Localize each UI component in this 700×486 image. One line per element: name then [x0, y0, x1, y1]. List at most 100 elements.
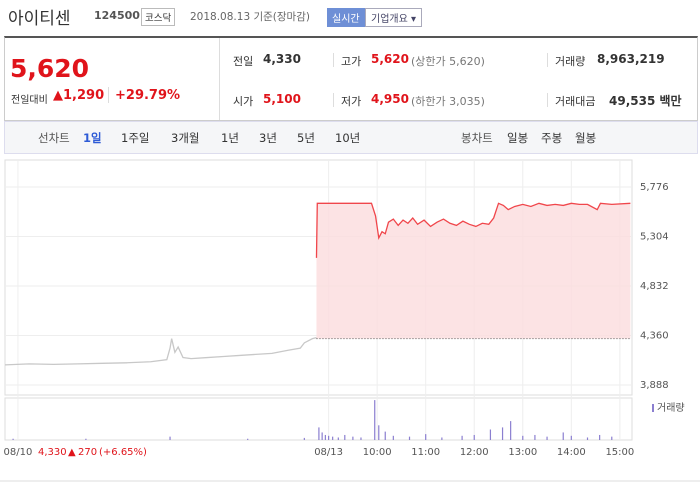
volume-bar — [303, 437, 305, 440]
volume-bar — [352, 436, 354, 440]
divider — [333, 93, 334, 107]
volume-legend: 거래량 — [657, 402, 685, 414]
volume-bar — [318, 427, 320, 440]
price-line — [4, 336, 317, 366]
tab[interactable]: 월봉 — [575, 131, 597, 145]
x-tick-label: 10:00 — [363, 447, 392, 458]
divider — [547, 93, 548, 107]
x-tick-label: 13:00 — [508, 447, 537, 458]
volume-bar — [328, 435, 330, 440]
volume-bar — [473, 434, 475, 440]
volume-bar — [441, 437, 443, 440]
date: 2018.08.13 기준(장마감) — [190, 11, 310, 23]
prev-change: ▲ — [68, 447, 76, 458]
cell-label: 거래대금 — [555, 95, 596, 108]
divider — [547, 53, 548, 67]
volume-bar — [392, 435, 394, 440]
divider — [333, 53, 334, 67]
x-tick-label: 12:00 — [460, 447, 489, 458]
volume-bar — [337, 437, 339, 440]
volume-bar — [344, 434, 346, 440]
price-line — [315, 202, 631, 258]
tab[interactable]: 일봉 — [507, 131, 529, 145]
volume-bar — [332, 436, 334, 440]
y-tick-label: 4,832 — [640, 281, 669, 292]
market-badge: 코스닥 — [141, 8, 176, 26]
volume-bar — [169, 436, 171, 440]
cell-value: 49,535 백만 — [609, 94, 682, 108]
tab[interactable]: 10년 — [335, 131, 361, 145]
cell-value: 4,950 — [371, 92, 409, 106]
prev-change-value: 270 — [78, 447, 97, 458]
volume-bar — [599, 434, 601, 440]
stock-name: 아이티센 — [8, 9, 71, 29]
volume-bar — [374, 400, 376, 440]
volume-bar — [321, 432, 323, 440]
tab-bar: 선차트 1일 1주일 3개월 1년 3년 5년 10년 봉차트 일봉 주봉 월봉 — [4, 121, 698, 154]
volume-bar — [247, 438, 249, 440]
cell-label: 거래량 — [555, 55, 586, 68]
cell-label: 고가 — [341, 55, 362, 68]
tab-label: 봉차트 — [461, 131, 493, 145]
cell-value: 4,330 — [263, 52, 301, 66]
volume-bar — [522, 435, 524, 440]
volume-bar — [534, 434, 536, 440]
x-tick-label: 15:00 — [605, 447, 634, 458]
volume-bar — [570, 435, 572, 440]
stock-code: 124500 — [94, 9, 140, 22]
x-tick-label: 11:00 — [411, 447, 440, 458]
tab[interactable]: 1일 — [83, 131, 102, 145]
volume-bar — [384, 431, 386, 440]
y-tick-label: 5,776 — [640, 182, 669, 193]
volume-bar — [461, 435, 463, 440]
x-tick-label: 08/13 — [314, 447, 343, 458]
cell-label: 시가 — [233, 95, 254, 108]
volume-bar — [425, 434, 427, 440]
realtime-button[interactable]: 실시간 — [327, 8, 365, 27]
tab[interactable]: 5년 — [297, 131, 315, 145]
prev-close: 4,330 — [38, 447, 67, 458]
tab[interactable]: 3년 — [259, 131, 277, 145]
volume-bar — [408, 436, 411, 440]
tab[interactable]: 1주일 — [121, 131, 150, 145]
volume-bar — [611, 436, 613, 440]
change-value: 1,290 — [63, 88, 105, 103]
tab[interactable]: 3개월 — [171, 131, 200, 145]
x-tick-label: 14:00 — [557, 447, 586, 458]
change-label: 전일대비 — [11, 95, 48, 106]
volume-bar — [378, 425, 380, 440]
volume-bar — [586, 437, 589, 440]
cell-label: 전일 — [233, 55, 254, 68]
volume-bar — [360, 437, 362, 440]
company-button[interactable]: 기업개요 ▾ — [365, 8, 423, 27]
volume-bar — [324, 434, 326, 440]
area-fill — [316, 203, 631, 339]
y-tick-label: 5,304 — [640, 231, 669, 242]
cell-value: 5,620 — [371, 52, 409, 66]
tab-label: 선차트 — [38, 131, 70, 145]
cell-value: 5,100 — [263, 92, 301, 106]
volume-bar — [501, 427, 504, 440]
volume-bar — [489, 429, 492, 440]
company-text: 기업개요 — [371, 14, 408, 25]
cell-label: 저가 — [341, 95, 362, 108]
chart: 5,776 5,304 4,832 4,360 3,888 08/10 08/13 10:00… — [0, 159, 700, 482]
cell-note: (상한가 5,620) — [411, 55, 485, 68]
volume-bar — [510, 421, 512, 440]
volume-bar — [562, 432, 564, 440]
prev-change-pct: (+6.65%) — [99, 447, 147, 458]
y-tick-label: 3,888 — [640, 380, 669, 391]
cell-note: (하한가 3,035) — [411, 95, 485, 108]
tab[interactable]: 1년 — [221, 131, 239, 145]
change-pct: +29.79% — [115, 88, 181, 103]
y-tick-label: 4,360 — [640, 331, 669, 342]
volume-bar — [546, 436, 548, 440]
change: ▲1,290 — [53, 88, 105, 103]
volume-legend-swatch — [652, 404, 654, 412]
price: 5,620 — [10, 54, 90, 83]
tab[interactable]: 주봉 — [541, 131, 563, 145]
x-tick-label: 08/10 — [4, 447, 33, 458]
cell-value: 8,963,219 — [597, 52, 665, 66]
quote-box: 5,620 전일대비 ▲1,290 +29.79% 전일 4,330 고가 5,620… — [4, 36, 698, 121]
